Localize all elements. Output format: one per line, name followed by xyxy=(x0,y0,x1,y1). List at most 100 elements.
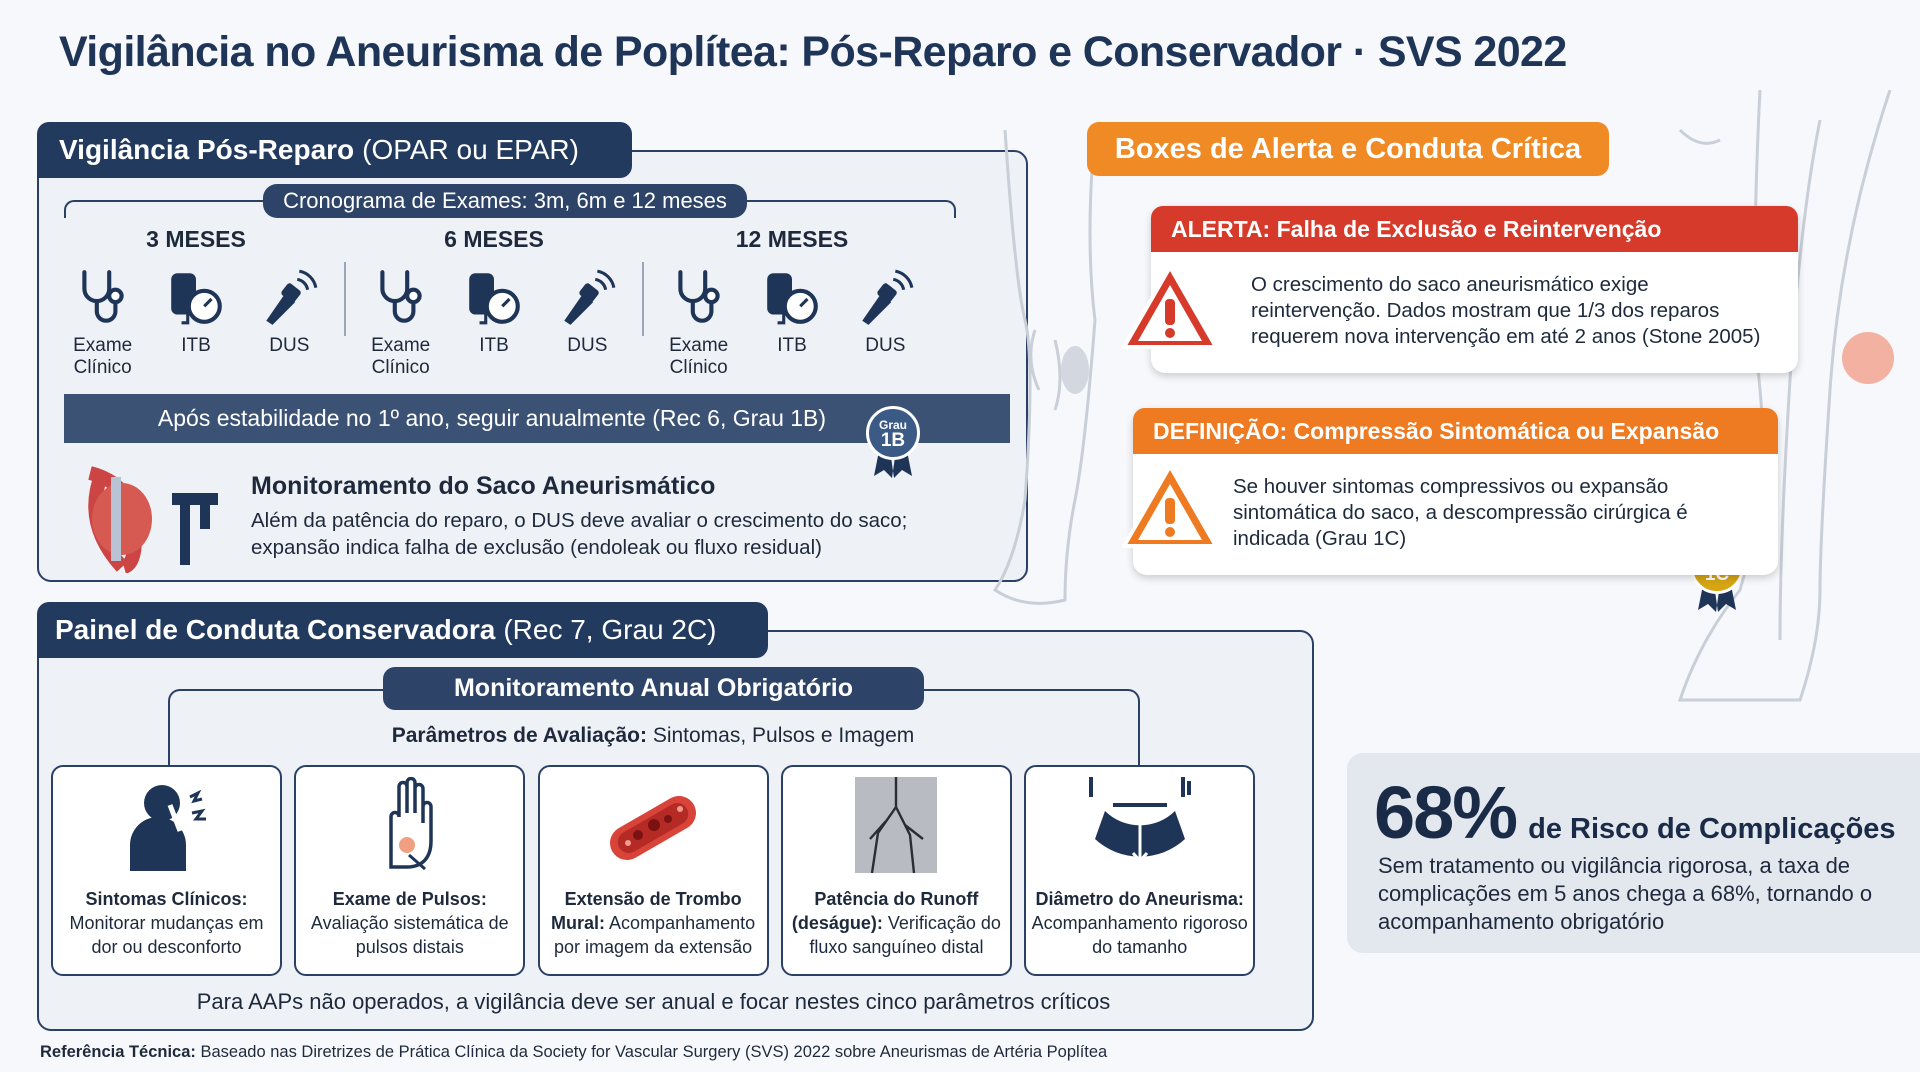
icon-shape xyxy=(382,272,419,321)
page-title: Vigilância no Aneurisma de Poplítea: Pós… xyxy=(59,28,1567,76)
exam-label: DUS xyxy=(567,335,608,356)
alert-text: O crescimento do saco aneurismático exig… xyxy=(1251,273,1761,348)
periods: 3 MESES Exame Clínico ITB DUS 6 MESES Exame C… xyxy=(56,226,936,386)
param-card: Sintomas Clínicos: Monitorar mudanças em… xyxy=(51,765,282,976)
exam: DUS xyxy=(248,267,330,379)
alert-title: ALERTA: Falha de Exclusão e Reintervençã… xyxy=(1151,206,1798,252)
period-separator xyxy=(344,262,346,336)
card-body: Acompanhamento rigoroso do tamanho xyxy=(1031,913,1248,957)
exam-label: ITB xyxy=(479,335,509,356)
card-icon-shape xyxy=(604,790,702,866)
badge-grade: 1B xyxy=(880,430,906,451)
card-body: Acompanhamento por imagem da extensão xyxy=(554,913,756,957)
exam: ITB xyxy=(453,267,535,379)
exam: Exame Clínico xyxy=(62,267,144,379)
exam: Exame Clínico xyxy=(658,267,740,379)
risk-text: Sem tratamento ou vigilância rigorosa, a… xyxy=(1378,853,1873,934)
heading: Vigilância Pós-Reparo xyxy=(59,134,355,165)
alert-text: Se houver sintomas compressivos ou expan… xyxy=(1233,475,1688,550)
param-card: Extensão de Trombo Mural: Acompanhamento… xyxy=(537,765,769,976)
card-title: Exame de Pulsos: xyxy=(332,889,487,909)
icon-shape xyxy=(469,273,518,323)
card-title: Sintomas Clínicos: xyxy=(85,889,248,909)
period: 6 MESES Exame Clínico ITB DUS xyxy=(354,226,634,386)
sac-text: Além da patência do reparo, o DUS deve a… xyxy=(251,509,908,559)
conservative-tab: Painel de Conduta Conservadora (Rec 7, Gr… xyxy=(37,602,768,658)
card-body: Avaliação sistemática de pulsos distais xyxy=(310,913,509,957)
icon xyxy=(854,267,916,329)
exam-row: Exame Clínico ITB DUS xyxy=(652,267,932,379)
icon xyxy=(72,267,134,329)
warning-icon xyxy=(1120,263,1220,351)
icon-shape xyxy=(680,272,717,321)
sac-title: Monitoramento do Saco Aneurismático xyxy=(251,472,716,500)
leg-illustration-right xyxy=(1677,90,1894,702)
heading-note: (Rec 7, Grau 2C) xyxy=(503,614,717,645)
card-title: Patência do Runoff (deságue): xyxy=(791,889,979,933)
exam-label: ITB xyxy=(181,335,211,356)
icon xyxy=(258,267,320,329)
alert-box: DEFINIÇÃO: Compressão Sintomática ou Exp… xyxy=(1133,408,1778,575)
heading: Painel de Conduta Conservadora xyxy=(55,614,496,645)
exam-label: DUS xyxy=(865,335,906,356)
post-repair-tab: Vigilância Pós-Reparo (OPAR ou EPAR) xyxy=(37,122,632,178)
footer-note: Para AAPs não operados, a vigilância dev… xyxy=(196,989,1111,1014)
badge-label: Grau xyxy=(878,418,907,432)
heading-note: (OPAR ou EPAR) xyxy=(362,134,579,165)
card-icon-shape xyxy=(1091,777,1189,861)
param-card: Exame de Pulsos: Avaliação sistemática d… xyxy=(294,765,526,976)
period-label: 12 MESES xyxy=(735,226,849,252)
card-icon xyxy=(841,777,951,873)
exam: DUS xyxy=(844,267,926,379)
period-separator xyxy=(642,262,644,336)
exam: ITB xyxy=(155,267,237,379)
exam: Exame Clínico xyxy=(360,267,442,379)
icon-shape xyxy=(84,272,121,321)
warning-shape xyxy=(1124,466,1216,546)
icon xyxy=(761,267,823,329)
card-title: Extensão de Trombo Mural: xyxy=(551,889,742,933)
alert-box: ALERTA: Falha de Exclusão e Reintervençã… xyxy=(1151,206,1798,373)
card-text: Diâmetro do Aneurisma: Acompanhamento ri… xyxy=(1026,887,1253,959)
card-icon xyxy=(598,777,708,873)
params-line: Parâmetros de Avaliação: Sintomas, Pulso… xyxy=(253,724,1053,748)
exam-label: Exame Clínico xyxy=(669,335,729,378)
warning-shape xyxy=(1124,267,1216,347)
risk-label: de Risco de Complicações xyxy=(1528,813,1896,845)
card-text: Sintomas Clínicos: Monitorar mudanças em… xyxy=(53,887,280,959)
exam: DUS xyxy=(546,267,628,379)
icon xyxy=(556,267,618,329)
risk-box xyxy=(1347,753,1920,953)
sac-icon xyxy=(88,466,218,573)
period: 3 MESES Exame Clínico ITB DUS xyxy=(56,226,336,386)
card-icon-shape xyxy=(130,785,206,871)
card-icon xyxy=(112,777,222,873)
params-label: Parâmetros de Avaliação: xyxy=(391,724,647,747)
exam-label: Exame Clínico xyxy=(73,335,133,378)
icon-shape xyxy=(767,273,816,323)
subheading: Monitoramento Anual Obrigatório xyxy=(383,667,924,710)
exam-row: Exame Clínico ITB DUS xyxy=(354,267,634,379)
reference: Referência Técnica: Baseado nas Diretriz… xyxy=(40,1043,1107,1062)
card-text: Exame de Pulsos: Avaliação sistemática d… xyxy=(296,887,523,959)
exam-label: DUS xyxy=(269,335,310,356)
exam-label: ITB xyxy=(777,335,807,356)
card-body: Verificação do fluxo sanguíneo distal xyxy=(809,913,1001,957)
icon xyxy=(370,267,432,329)
warning-icon xyxy=(1120,462,1220,550)
reference-text: Baseado nas Diretrizes de Prática Clínic… xyxy=(200,1043,1108,1061)
param-card: Patência do Runoff (deságue): Verificaçã… xyxy=(780,765,1012,976)
risk-headline: 68% de Risco de Complicações xyxy=(1374,770,1896,855)
period: 12 MESES Exame Clínico ITB DUS xyxy=(652,226,932,386)
card-icon xyxy=(1085,777,1195,873)
icon xyxy=(668,267,730,329)
card-icon xyxy=(355,777,465,873)
badge-seal: Grau 1B xyxy=(866,406,920,460)
icon xyxy=(463,267,525,329)
period-label: 3 MESES xyxy=(146,226,246,252)
alerts-heading: Boxes de Alerta e Conduta Crítica xyxy=(1087,122,1609,176)
grade-badge: Grau 1B xyxy=(866,406,920,478)
alert-title: DEFINIÇÃO: Compressão Sintomática ou Exp… xyxy=(1133,408,1778,454)
card-icon-shape xyxy=(391,779,431,870)
